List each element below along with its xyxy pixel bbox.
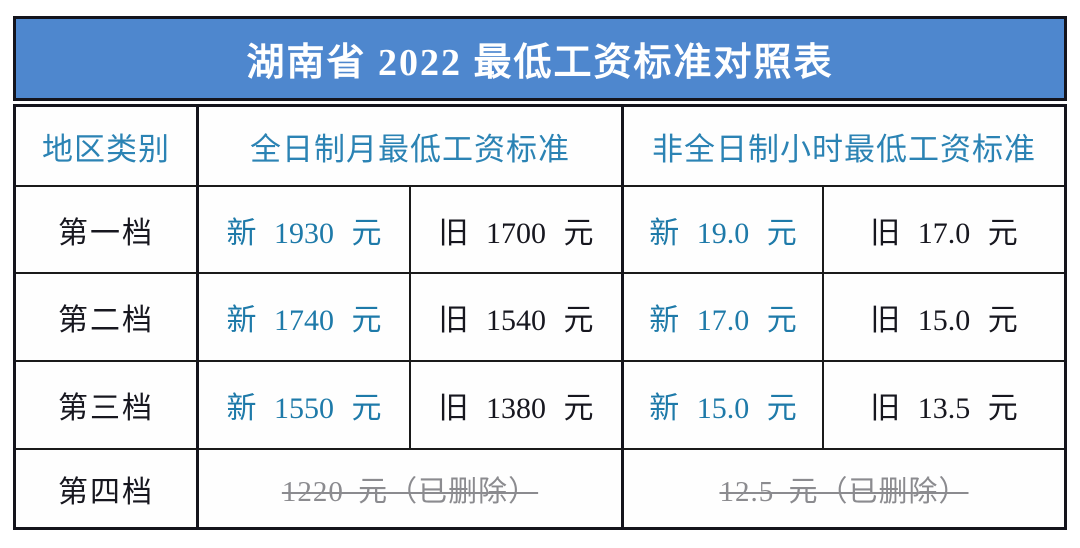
tier3-parttime-old-cell: 旧 13.5 元 bbox=[824, 362, 1064, 450]
tier1-parttime-old-cell: 旧 17.0 元 bbox=[824, 187, 1064, 274]
header-region-category-label: 地区类别 bbox=[42, 131, 170, 167]
tier3-fulltime-new: 新 1550 元 bbox=[226, 392, 382, 425]
tier3-label: 第三档 bbox=[58, 392, 154, 425]
wage-comparison-table: 地区类别 全日制月最低工资标准 非全日制小时最低工资标准 第一档 新 1930 … bbox=[13, 104, 1067, 530]
tier2-parttime-old-cell: 旧 15.0 元 bbox=[824, 274, 1064, 362]
tier1-parttime-new: 新 19.0 元 bbox=[649, 216, 797, 250]
tier4-parttime-deleted-cell: 12.5 元（已删除） bbox=[624, 450, 1064, 527]
tier1-parttime-old: 旧 17.0 元 bbox=[870, 216, 1018, 250]
tier1-fulltime-old-cell: 旧 1700 元 bbox=[411, 187, 624, 274]
tier2-parttime-new-cell: 新 17.0 元 bbox=[624, 274, 824, 362]
page-title: 湖南省 2022 最低工资标准对照表 bbox=[246, 42, 834, 84]
header-parttime-hourly: 非全日制小时最低工资标准 bbox=[624, 107, 1064, 187]
table-row-tier1-label-cell: 第一档 bbox=[16, 187, 199, 274]
table-row-tier4-label-cell: 第四档 bbox=[16, 450, 199, 527]
tier3-parttime-new-cell: 新 15.0 元 bbox=[624, 362, 824, 450]
tier1-fulltime-new: 新 1930 元 bbox=[226, 216, 382, 250]
tier4-label: 第四档 bbox=[58, 475, 154, 509]
table-row-tier2-label-cell: 第二档 bbox=[16, 274, 199, 362]
tier4-fulltime-deleted-cell: 1220 元（已删除） bbox=[199, 450, 624, 527]
header-region-category: 地区类别 bbox=[16, 107, 199, 187]
tier3-fulltime-old-cell: 旧 1380 元 bbox=[411, 362, 624, 450]
tier1-fulltime-old: 旧 1700 元 bbox=[438, 216, 594, 250]
tier2-parttime-new: 新 17.0 元 bbox=[649, 304, 797, 337]
tier3-fulltime-old: 旧 1380 元 bbox=[438, 392, 594, 425]
tier2-fulltime-new: 新 1740 元 bbox=[226, 304, 382, 337]
tier1-label: 第一档 bbox=[58, 216, 154, 250]
tier4-parttime-deleted: 12.5 元（已删除） bbox=[719, 475, 969, 508]
title-bar: 湖南省 2022 最低工资标准对照表 bbox=[13, 16, 1067, 101]
tier2-parttime-old: 旧 15.0 元 bbox=[870, 304, 1018, 337]
tier2-fulltime-old-cell: 旧 1540 元 bbox=[411, 274, 624, 362]
header-fulltime-monthly: 全日制月最低工资标准 bbox=[199, 107, 624, 187]
tier2-fulltime-old: 旧 1540 元 bbox=[438, 304, 594, 337]
tier1-fulltime-new-cell: 新 1930 元 bbox=[199, 187, 411, 274]
header-parttime-hourly-label: 非全日制小时最低工资标准 bbox=[652, 131, 1036, 167]
table-row-tier3-label-cell: 第三档 bbox=[16, 362, 199, 450]
tier3-fulltime-new-cell: 新 1550 元 bbox=[199, 362, 411, 450]
header-fulltime-monthly-label: 全日制月最低工资标准 bbox=[250, 131, 570, 167]
tier3-parttime-new: 新 15.0 元 bbox=[649, 392, 797, 425]
tier4-fulltime-deleted: 1220 元（已删除） bbox=[281, 475, 539, 508]
tier2-label: 第二档 bbox=[58, 304, 154, 337]
tier2-fulltime-new-cell: 新 1740 元 bbox=[199, 274, 411, 362]
tier1-parttime-new-cell: 新 19.0 元 bbox=[624, 187, 824, 274]
tier3-parttime-old: 旧 13.5 元 bbox=[870, 392, 1018, 425]
